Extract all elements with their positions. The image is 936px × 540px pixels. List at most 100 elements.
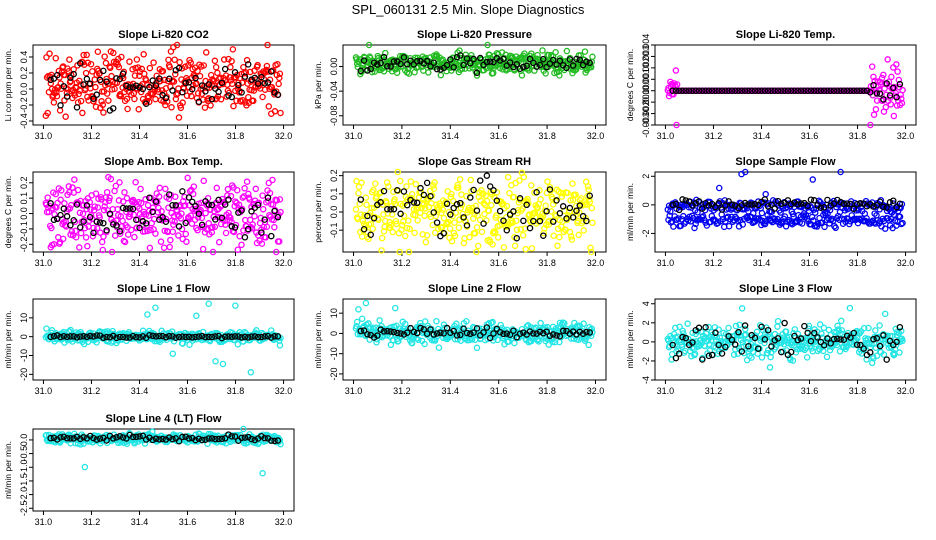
data-point-dense xyxy=(842,343,850,351)
data-point-dense xyxy=(110,49,117,57)
data-point-dense xyxy=(99,101,107,109)
data-point-sparse xyxy=(457,199,464,207)
data-point-sparse xyxy=(380,187,388,195)
data-point-sparse xyxy=(583,58,590,65)
data-point-sparse xyxy=(533,330,540,337)
data-point-sparse xyxy=(513,334,520,341)
y-tick-label: 0.003 xyxy=(641,45,651,68)
y-axis-label: ml/min per min. xyxy=(625,310,635,368)
data-point-dense xyxy=(568,236,576,243)
y-tick-label: -1.0 xyxy=(19,460,29,476)
data-point-sparse xyxy=(77,435,84,443)
data-point-dense xyxy=(398,226,405,233)
data-point-sparse xyxy=(682,334,690,342)
x-tick-label: 32.0 xyxy=(275,517,293,527)
data-point-sparse xyxy=(185,435,193,442)
data-point-dense xyxy=(62,113,69,120)
x-tick-label: 32.0 xyxy=(897,131,915,141)
data-point-sparse xyxy=(116,333,124,341)
data-point-dense xyxy=(181,193,188,201)
data-point-sparse xyxy=(843,332,851,340)
data-point-sparse xyxy=(228,93,236,101)
data-point-dense xyxy=(175,114,183,121)
data-point-sparse xyxy=(195,333,203,340)
x-tick-label: 31.0 xyxy=(35,258,53,268)
data-point-sparse xyxy=(870,81,877,89)
data-point-sparse xyxy=(443,200,451,208)
data-point-dense xyxy=(705,323,712,331)
data-point-sparse xyxy=(261,434,268,442)
data-point-sparse xyxy=(516,330,524,338)
data-point-sparse xyxy=(264,194,272,201)
data-point-sparse xyxy=(807,196,815,203)
data-point-dense xyxy=(443,219,451,227)
data-point-dense xyxy=(888,73,895,81)
data-point-sparse xyxy=(397,210,404,218)
data-point-sparse xyxy=(93,91,100,98)
data-point-dense xyxy=(61,200,68,207)
data-point-dense xyxy=(500,244,508,251)
data-point-dense xyxy=(133,224,141,231)
data-point-sparse xyxy=(231,69,239,76)
data-point-sparse xyxy=(768,87,775,94)
data-point-sparse xyxy=(840,200,848,208)
data-point-sparse xyxy=(60,433,68,441)
data-point-sparse xyxy=(57,102,64,109)
data-point-dense xyxy=(474,242,482,250)
data-point-sparse xyxy=(420,326,428,333)
data-point-sparse xyxy=(722,87,729,94)
data-point-sparse xyxy=(807,337,815,345)
data-point-dense xyxy=(431,229,439,236)
data-point-sparse xyxy=(47,76,54,84)
data-point-dense xyxy=(528,245,536,252)
data-point-dense xyxy=(567,197,574,204)
x-tick-label: 31.0 xyxy=(345,131,363,141)
y-tick-label: 0 xyxy=(641,339,651,344)
data-point-sparse xyxy=(357,196,365,203)
data-point-dense xyxy=(44,194,51,201)
data-point-dense xyxy=(175,232,182,239)
data-point-sparse xyxy=(675,206,683,214)
data-point-sparse xyxy=(718,87,726,94)
data-point-sparse xyxy=(274,437,282,444)
data-point-sparse xyxy=(761,336,769,343)
x-tick-label: 31.0 xyxy=(35,517,53,527)
x-tick-label: 31.8 xyxy=(227,386,245,396)
data-point-sparse xyxy=(579,330,587,338)
data-point-dense xyxy=(137,199,145,207)
data-point-sparse xyxy=(235,81,242,89)
data-point-sparse xyxy=(685,87,693,94)
data-point-sparse xyxy=(470,186,477,194)
data-point-dense xyxy=(362,299,370,307)
data-point-dense xyxy=(121,189,128,196)
data-point-sparse xyxy=(679,333,686,341)
data-point-sparse xyxy=(400,188,408,195)
y-tick-label: -2.5 xyxy=(19,501,29,517)
data-point-dense xyxy=(205,300,212,308)
data-point-sparse xyxy=(569,62,577,69)
data-point-dense xyxy=(392,217,400,225)
data-point-dense xyxy=(100,109,107,116)
data-point-sparse xyxy=(463,222,471,229)
data-point-dense xyxy=(422,238,430,246)
data-point-dense xyxy=(421,340,428,348)
data-point-sparse xyxy=(533,188,540,196)
data-point-sparse xyxy=(165,75,173,83)
data-point-sparse xyxy=(146,194,153,202)
data-point-dense xyxy=(383,179,391,186)
data-point-sparse xyxy=(490,187,497,194)
data-point-sparse xyxy=(221,65,229,73)
data-point-dense xyxy=(394,168,401,176)
data-point-sparse xyxy=(162,218,170,225)
data-point-dense xyxy=(412,180,420,188)
data-point-sparse xyxy=(810,329,818,337)
data-point-sparse xyxy=(149,77,156,84)
data-point-dense xyxy=(715,184,723,192)
y-tick-label: 2 xyxy=(641,174,651,179)
y-tick-label: 0 xyxy=(19,334,29,339)
data-point-dense xyxy=(239,194,247,201)
data-point-sparse xyxy=(198,332,206,340)
data-point-dense xyxy=(108,72,115,80)
data-point-sparse xyxy=(254,201,262,209)
data-point-dense xyxy=(162,185,169,193)
